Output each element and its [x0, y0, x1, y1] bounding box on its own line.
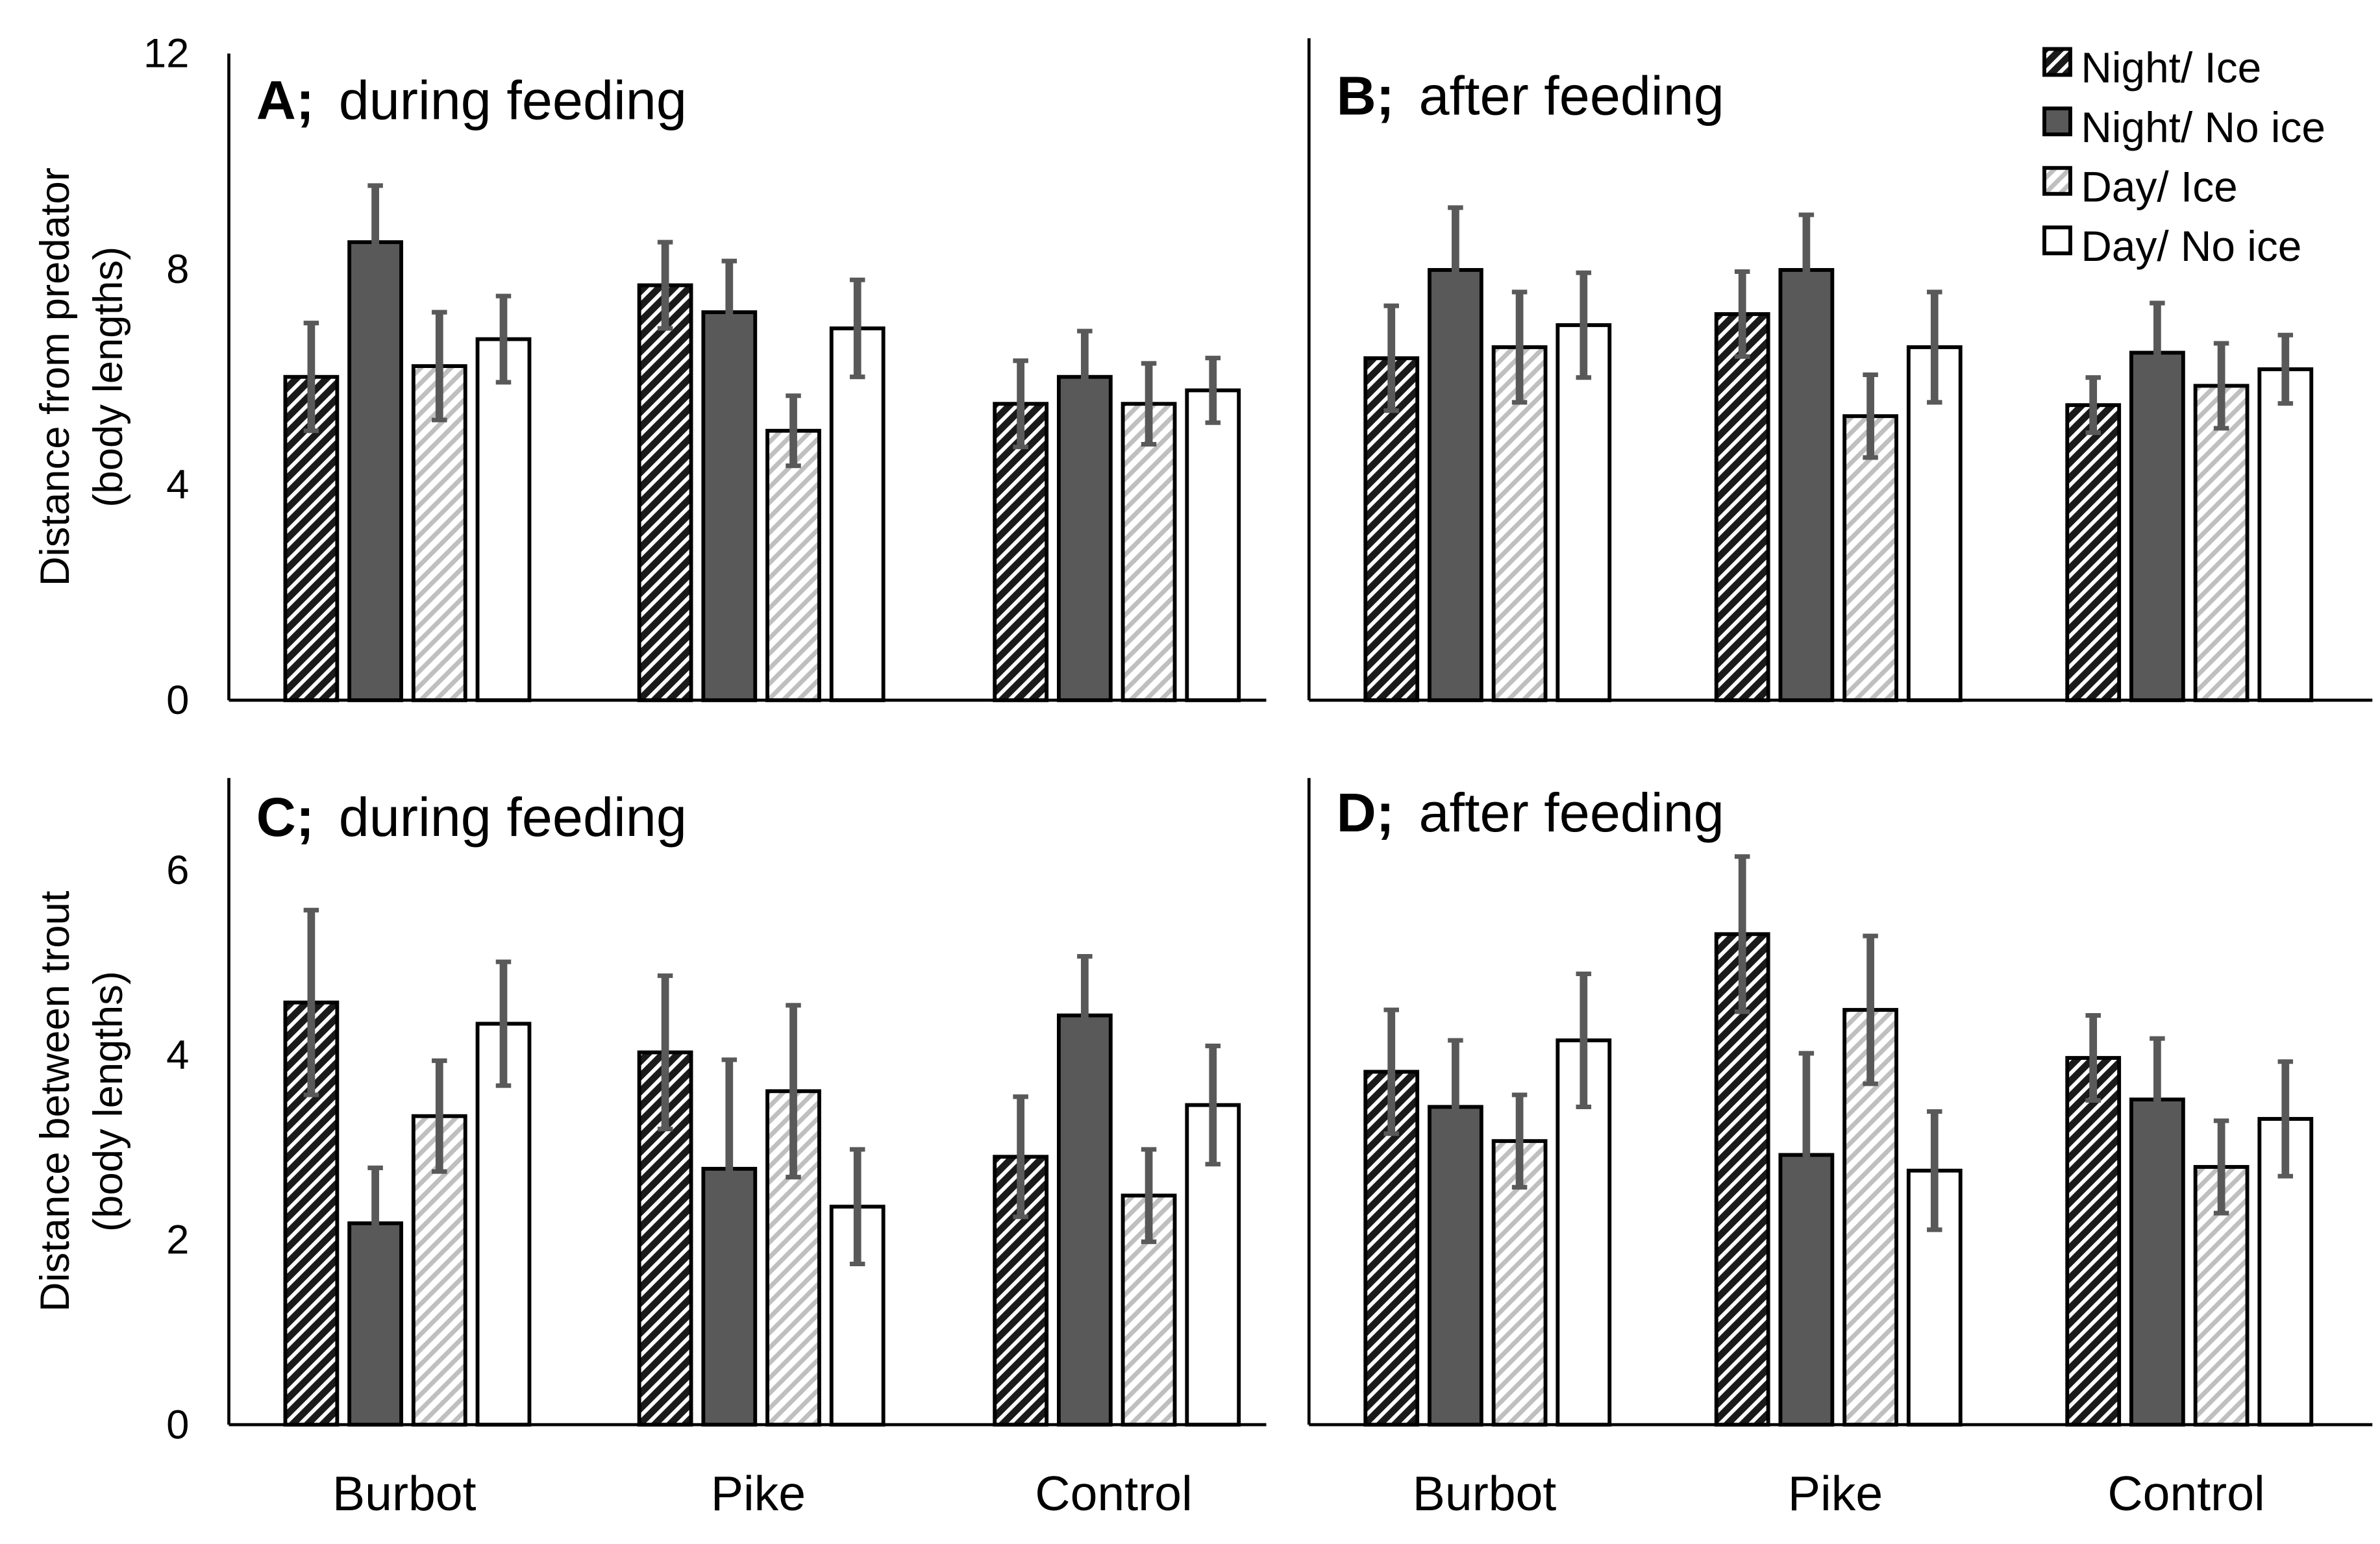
panel-title: during feeding [339, 69, 687, 131]
panel-title: after feeding [1419, 781, 1724, 843]
y-tick-label: 0 [166, 1402, 189, 1447]
panel-C: 0 2 4 6 Distance between trout (body lengths)… [32, 778, 1267, 1521]
bar [1491, 345, 1548, 702]
legend-swatch [2042, 47, 2072, 77]
legend-label: Night/ No ice [2081, 103, 2325, 151]
panel-B: B; after feeding [1307, 38, 2373, 702]
bar [1556, 323, 1612, 702]
x-tick-label: Burbot [1413, 1466, 1557, 1521]
bar [1363, 356, 1420, 702]
bar [2257, 367, 2314, 702]
y-tick-label: 6 [166, 848, 189, 893]
panel-title: during feeding [339, 786, 687, 848]
bar [829, 326, 886, 702]
y-axis-label: (body lengths) [86, 971, 131, 1232]
bar [1056, 374, 1113, 702]
bar [2065, 403, 2122, 702]
legend-label: Day/ No ice [2081, 222, 2301, 270]
x-tick-label: Control [1035, 1466, 1192, 1521]
panel-A: 0 4 8 12 Distance from predator (body lengths… [32, 31, 1267, 723]
x-tick-label: Pike [711, 1466, 806, 1521]
bar [1121, 402, 1177, 702]
bar [1842, 414, 1898, 702]
bar [1714, 932, 1770, 1427]
panel-D: D; after feeding Burbot Pike Control [1307, 778, 2373, 1521]
panel-label: A; [256, 69, 314, 131]
y-tick-label: 2 [166, 1218, 189, 1263]
legend-swatch [2042, 225, 2072, 256]
y-axis-label: Distance from predator [32, 167, 78, 586]
x-tick-label: Pike [1788, 1466, 1883, 1521]
panel-label: D; [1337, 781, 1395, 843]
x-tick-label: Burbot [332, 1466, 477, 1521]
bar [347, 240, 403, 702]
x-tick-label: Control [2107, 1466, 2264, 1521]
bar [2065, 1056, 2122, 1427]
y-tick-label: 12 [143, 31, 190, 77]
y-tick-label: 8 [166, 247, 189, 292]
legend-swatch [2042, 106, 2072, 136]
bar [1714, 312, 1770, 702]
legend-swatch [2042, 165, 2072, 196]
panel-title: after feeding [1419, 65, 1724, 127]
bar [2129, 350, 2185, 702]
y-axis-label: Distance between trout [32, 890, 78, 1312]
legend-label: Night/ Ice [2081, 43, 2261, 92]
bar [1185, 388, 1241, 702]
y-tick-label: 0 [166, 678, 189, 723]
y-tick-label: 4 [166, 1033, 189, 1078]
bar [1778, 268, 1835, 702]
bar [2193, 384, 2250, 702]
bar [765, 428, 821, 702]
y-axis-label: (body lengths) [86, 247, 131, 508]
legend-label: Day/ Ice [2081, 162, 2237, 210]
bar [637, 283, 693, 702]
panel-label: C; [256, 786, 314, 848]
bar [475, 337, 532, 702]
bar [993, 402, 1049, 702]
panel-label: B; [1337, 65, 1395, 127]
y-tick-label: 4 [166, 462, 189, 508]
legend: Night/ Ice Night/ No ice Day/ Ice Day/ No i… [2042, 43, 2325, 270]
bar [701, 310, 758, 702]
